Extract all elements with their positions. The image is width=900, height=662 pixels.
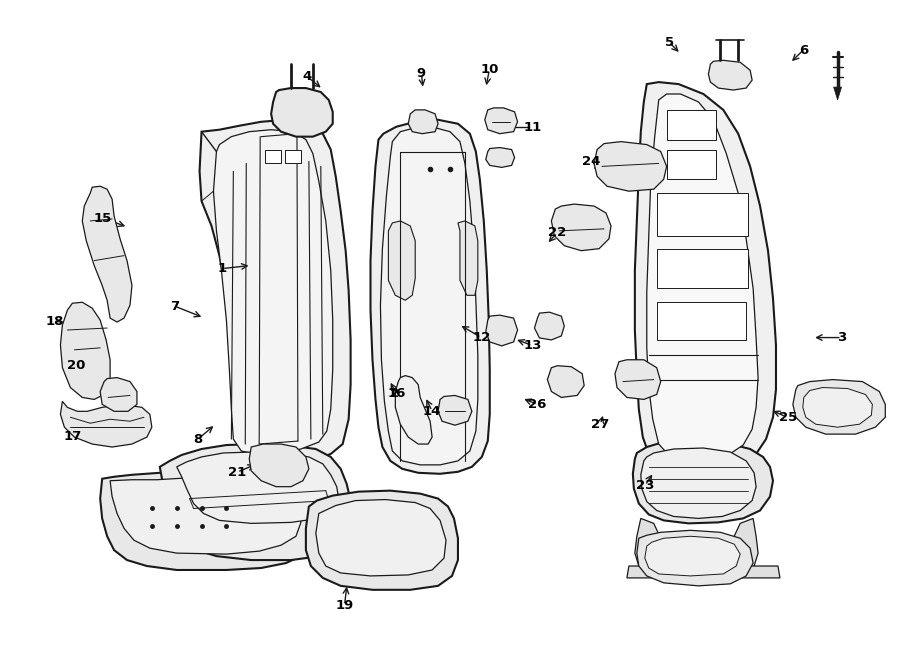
Polygon shape <box>82 186 132 322</box>
Text: 3: 3 <box>837 331 846 344</box>
Polygon shape <box>371 120 490 474</box>
Polygon shape <box>657 249 748 289</box>
Text: 19: 19 <box>336 599 354 612</box>
Polygon shape <box>266 150 281 164</box>
Polygon shape <box>409 110 438 134</box>
Polygon shape <box>100 377 137 411</box>
Text: 15: 15 <box>94 212 112 224</box>
Polygon shape <box>833 87 842 100</box>
Text: 7: 7 <box>170 300 179 312</box>
Polygon shape <box>627 566 780 578</box>
Text: 14: 14 <box>423 404 441 418</box>
Polygon shape <box>285 150 301 164</box>
Polygon shape <box>615 359 661 399</box>
Polygon shape <box>316 500 446 576</box>
Text: 5: 5 <box>664 36 674 49</box>
Polygon shape <box>306 491 458 590</box>
Polygon shape <box>485 108 518 134</box>
Polygon shape <box>634 518 663 572</box>
Polygon shape <box>644 536 740 576</box>
Text: 25: 25 <box>779 411 797 424</box>
Polygon shape <box>60 401 152 447</box>
Polygon shape <box>271 88 333 136</box>
Text: 24: 24 <box>582 155 600 168</box>
Polygon shape <box>637 530 753 586</box>
Text: 2: 2 <box>390 387 399 400</box>
Polygon shape <box>793 379 886 434</box>
Text: 11: 11 <box>523 121 542 134</box>
Text: 9: 9 <box>417 67 426 80</box>
Polygon shape <box>249 444 309 487</box>
Polygon shape <box>657 193 748 236</box>
Polygon shape <box>647 94 758 459</box>
Text: 16: 16 <box>387 387 406 400</box>
Polygon shape <box>395 375 432 444</box>
Polygon shape <box>100 471 310 570</box>
Polygon shape <box>176 452 338 524</box>
Polygon shape <box>458 221 478 295</box>
Text: 18: 18 <box>46 314 64 328</box>
Text: 12: 12 <box>472 331 490 344</box>
Text: 22: 22 <box>548 226 566 239</box>
Polygon shape <box>667 150 716 179</box>
Polygon shape <box>486 315 518 346</box>
Text: 20: 20 <box>67 359 86 371</box>
Text: 23: 23 <box>635 479 654 492</box>
Polygon shape <box>633 439 773 524</box>
Polygon shape <box>641 448 756 518</box>
Text: 27: 27 <box>591 418 609 431</box>
Polygon shape <box>213 130 333 455</box>
Text: 10: 10 <box>481 64 499 76</box>
Polygon shape <box>60 303 110 399</box>
Polygon shape <box>803 387 872 427</box>
Polygon shape <box>657 303 746 340</box>
Text: 8: 8 <box>194 433 202 446</box>
Polygon shape <box>110 478 301 554</box>
Text: 1: 1 <box>218 262 227 275</box>
Polygon shape <box>486 148 515 167</box>
Text: 13: 13 <box>523 339 542 352</box>
Polygon shape <box>552 204 611 251</box>
Text: 26: 26 <box>528 398 547 411</box>
Polygon shape <box>730 518 758 572</box>
Polygon shape <box>535 312 564 340</box>
Polygon shape <box>667 110 716 140</box>
Polygon shape <box>160 444 353 560</box>
Text: 6: 6 <box>798 44 808 56</box>
Text: 17: 17 <box>63 430 82 442</box>
Text: 4: 4 <box>302 70 311 83</box>
Polygon shape <box>381 128 478 465</box>
Polygon shape <box>438 395 472 425</box>
Polygon shape <box>389 221 415 301</box>
Polygon shape <box>708 60 752 90</box>
Polygon shape <box>634 82 776 471</box>
Text: 21: 21 <box>228 465 247 479</box>
Polygon shape <box>200 120 351 469</box>
Polygon shape <box>547 365 584 397</box>
Polygon shape <box>594 142 667 191</box>
